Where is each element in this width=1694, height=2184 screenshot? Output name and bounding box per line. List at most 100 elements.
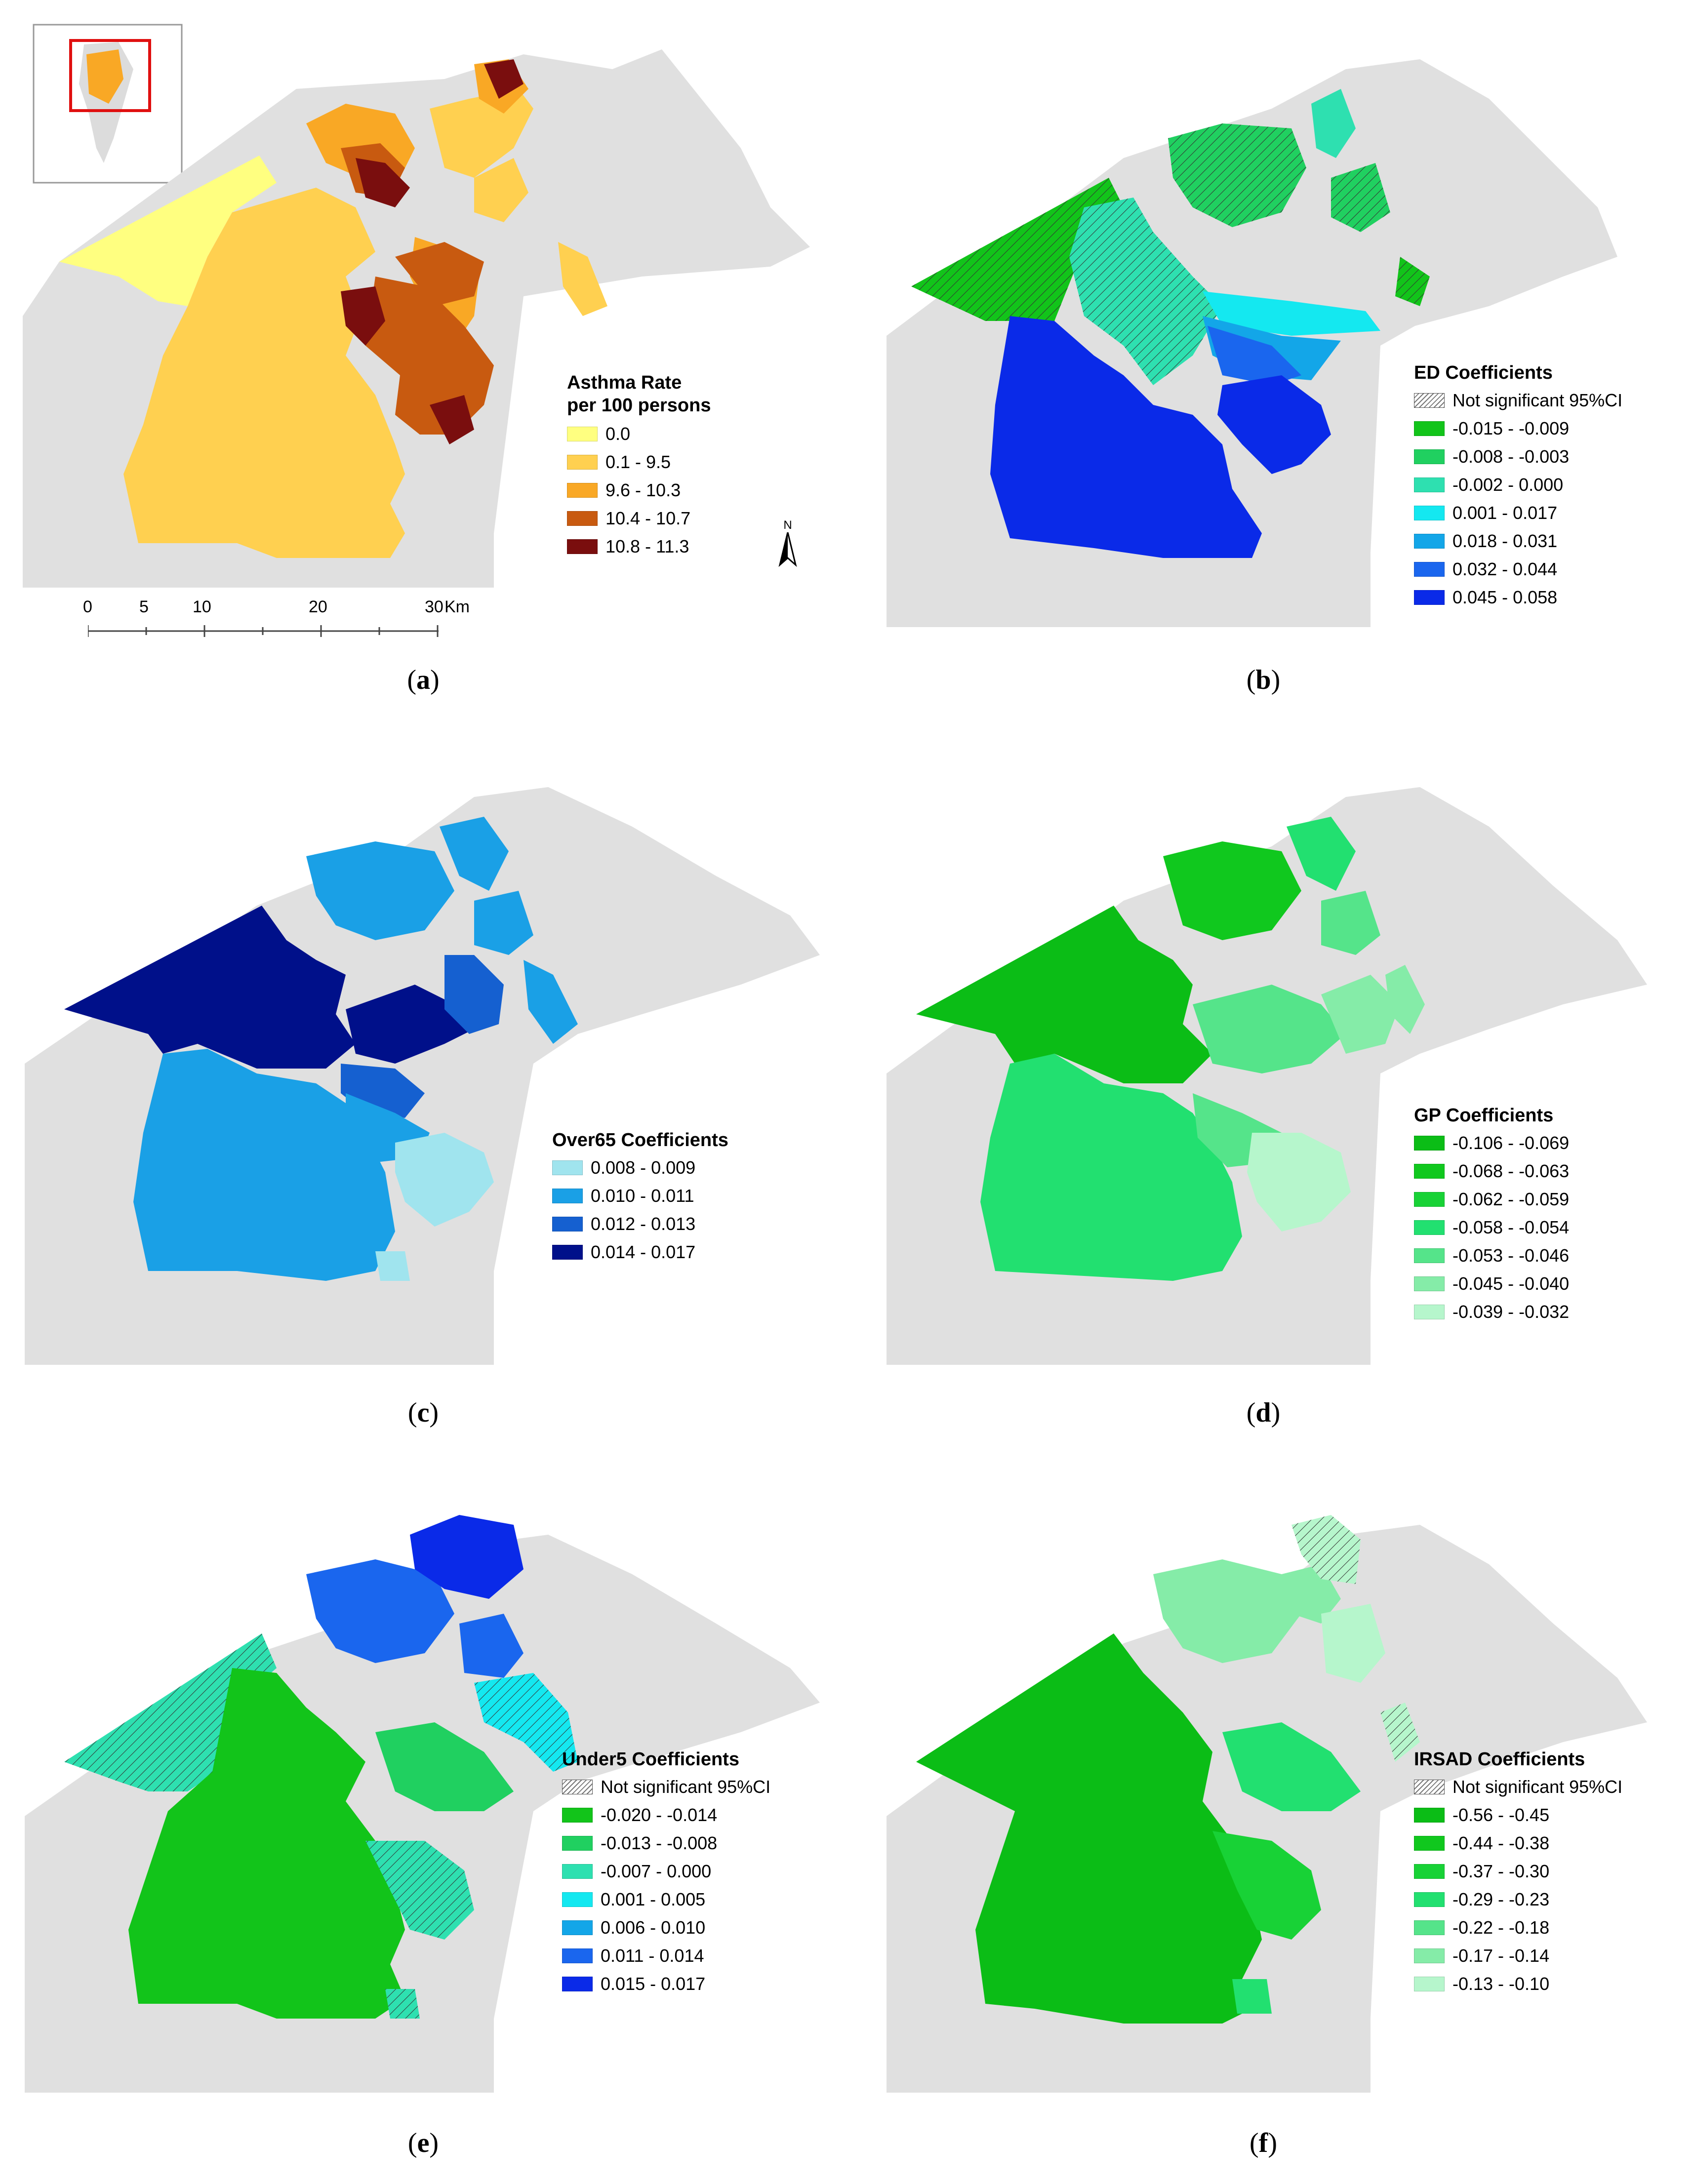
legend-swatch: [562, 1835, 593, 1851]
legend-swatch: [562, 1864, 593, 1879]
legend-row: -0.29 - -0.23: [1414, 1885, 1622, 1913]
legend-swatch: [1414, 533, 1445, 549]
legend-label: 0.0: [605, 423, 631, 444]
legend-label: -0.068 - -0.063: [1452, 1160, 1570, 1181]
legend-swatch: [567, 511, 598, 526]
scale-tick-5: 5: [139, 597, 149, 616]
legend-row: -0.002 - 0.000: [1414, 471, 1622, 499]
panel-a: Asthma Rate per 100 persons 0.0 0.1 - 9.5…: [0, 0, 847, 728]
region-class-3-mid-hatch: [365, 1841, 474, 1940]
legend-row: -0.008 - -0.003: [1414, 442, 1622, 471]
legend-row: 0.0: [567, 420, 711, 448]
legend-label: 10.4 - 10.7: [605, 508, 691, 528]
scale-tick-10: 10: [193, 597, 211, 616]
legend-row: 0.014 - 0.017: [552, 1238, 728, 1266]
caption-c: (c): [407, 1397, 439, 1428]
region-ns-west-hatch: [911, 178, 1124, 321]
legend-label: -0.17 - -0.14: [1452, 1945, 1550, 1966]
panel-d: GP Coefficients -0.106 - -0.069 -0.068 - …: [847, 728, 1694, 1456]
legend-row: -0.44 - -0.38: [1414, 1829, 1622, 1857]
legend-row: 0.011 - 0.014: [562, 1942, 770, 1970]
legend-label: 0.001 - 0.005: [601, 1889, 706, 1909]
region-class-7-e: [1321, 1604, 1385, 1683]
region-class-6-far-e: [1385, 965, 1425, 1034]
legend-swatch: [562, 1976, 593, 1991]
caption-a: (a): [407, 665, 440, 695]
region-class-5-mid: [1193, 985, 1346, 1073]
scale-bar: 0 5 10 20 30 Km: [79, 597, 470, 647]
legend-label-not-significant: Not significant 95%CI: [1452, 1776, 1623, 1797]
north-arrow-icon: [778, 532, 797, 567]
map-b: [887, 59, 1617, 627]
legend-label: -0.062 - -0.059: [1452, 1189, 1570, 1209]
legend-label: 10.8 - 11.3: [605, 536, 689, 556]
legend-label: -0.37 - -0.30: [1452, 1861, 1550, 1881]
region-class-2-mid: [375, 1722, 514, 1811]
legend-row: -0.17 - -0.14: [1414, 1942, 1622, 1970]
region-class-1-east-hatch: [1395, 257, 1430, 306]
legend-row: -0.007 - 0.000: [562, 1857, 770, 1885]
map-a: [23, 24, 810, 588]
legend-row: 0.008 - 0.009: [552, 1153, 728, 1182]
legend-swatch-hatch: [1414, 393, 1445, 408]
legend-swatch: [552, 1188, 583, 1203]
legend-row: 0.006 - 0.010: [562, 1913, 770, 1942]
region-class-4-west: [64, 906, 356, 1069]
legend-title: ED Coefficients: [1414, 362, 1553, 383]
legend-e: Under5 Coefficients Not significant 95%C…: [562, 1748, 770, 1998]
legend-swatch: [1414, 1920, 1445, 1935]
inset-region: [86, 49, 123, 104]
region-class-7-east: [1247, 1133, 1351, 1231]
legend-label: -0.22 - -0.18: [1452, 1917, 1550, 1938]
legend-label: -0.007 - 0.000: [601, 1861, 712, 1881]
legend-label: 0.032 - 0.044: [1452, 558, 1558, 579]
scale-tick-0: 0: [83, 597, 92, 616]
legend-label: -0.039 - -0.032: [1452, 1301, 1570, 1322]
region-class-1-east: [395, 1133, 494, 1227]
legend-row: -0.039 - -0.032: [1414, 1298, 1569, 1326]
legend-label: 0.011 - 0.014: [601, 1945, 704, 1966]
legend-label-not-significant: Not significant 95%CI: [601, 1776, 771, 1797]
panel-f: IRSAD Coefficients Not significant 95%CI…: [847, 1456, 1694, 2184]
legend-swatch: [567, 454, 598, 470]
panel-b: ED Coefficients Not significant 95%CI -0…: [847, 0, 1694, 728]
region-class-4-mid: [1222, 1722, 1361, 1811]
region-class-3-mid: [444, 955, 504, 1034]
legend-swatch: [1414, 1304, 1445, 1319]
legend-row: 10.4 - 10.7: [567, 504, 711, 532]
legend-rows: 0.0 0.1 - 9.5 9.6 - 10.3 10.4 - 10.7 10.8 - …: [567, 420, 711, 560]
legend-swatch: [562, 1892, 593, 1907]
region-class-4-west: [341, 286, 385, 346]
legend-swatch: [1414, 1248, 1445, 1263]
legend-label: 0.006 - 0.010: [601, 1917, 706, 1938]
legend-row: -0.058 - -0.054: [1414, 1213, 1569, 1241]
legend-rows: -0.56 - -0.45 -0.44 - -0.38 -0.37 - -0.30 -…: [1414, 1801, 1622, 1998]
legend-row: 0.018 - 0.031: [1414, 527, 1622, 555]
panel-e: Under5 Coefficients Not significant 95%C…: [0, 1456, 847, 2184]
legend-label: 0.012 - 0.013: [591, 1213, 696, 1234]
legend-label: 0.045 - 0.058: [1452, 587, 1558, 607]
legend-title: IRSAD Coefficients: [1414, 1749, 1585, 1770]
legend-label: -0.013 - -0.008: [601, 1832, 718, 1853]
region-class-3-upper: [395, 242, 484, 306]
region-class-3-south-hatch: [385, 1989, 420, 2019]
legend-c: Over65 Coefficients 0.008 - 0.009 0.010 -…: [552, 1129, 728, 1266]
legend-label: 0.001 - 0.017: [1452, 502, 1558, 523]
region-class-7-far-e-hatch: [1380, 1703, 1420, 1762]
legend-label: 0.1 - 9.5: [605, 451, 671, 472]
legend-label-not-significant: Not significant 95%CI: [1452, 390, 1623, 410]
scale-tick-30: 30: [425, 597, 444, 616]
legend-swatch: [562, 1807, 593, 1823]
map-c: [25, 787, 820, 1365]
region-class-4-ne: [484, 59, 524, 99]
region-class-1-main: [123, 188, 405, 558]
legend-label: -0.44 - -0.38: [1452, 1832, 1550, 1853]
scale-tick-20: 20: [309, 597, 327, 616]
legend-row: -0.106 - -0.069: [1414, 1129, 1569, 1157]
region-class-3-mid: [365, 277, 494, 435]
region-class-4-south: [1232, 1979, 1272, 2014]
legend-b: ED Coefficients Not significant 95%CI -0…: [1414, 361, 1622, 611]
region-class-1-main: [916, 1633, 1262, 2024]
map-e: [25, 1515, 820, 2093]
legend-label: -0.020 - -0.014: [601, 1804, 718, 1825]
